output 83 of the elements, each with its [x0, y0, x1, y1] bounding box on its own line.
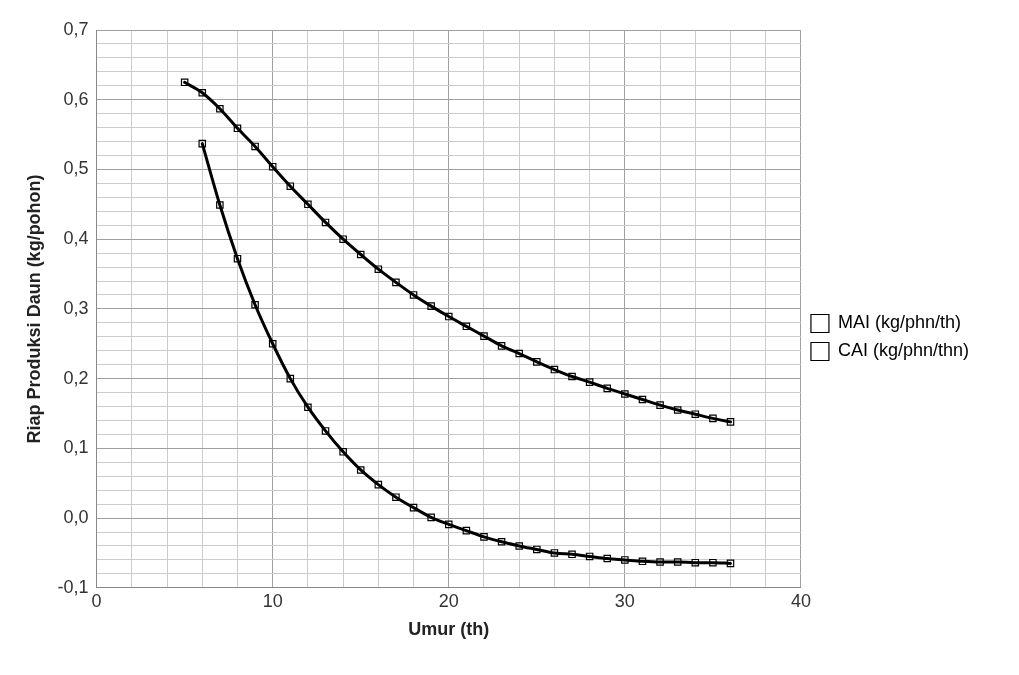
point	[673, 406, 682, 414]
point	[233, 124, 242, 133]
point	[374, 265, 383, 273]
point	[392, 493, 400, 501]
point	[198, 139, 207, 148]
point	[497, 342, 506, 350]
point	[356, 466, 365, 474]
point	[198, 88, 207, 97]
point	[621, 556, 629, 564]
legend-label: CAI (kg/phn/thn)	[837, 340, 969, 361]
point	[497, 538, 506, 546]
point	[268, 339, 277, 348]
point	[533, 545, 541, 554]
point	[445, 520, 453, 529]
legend-label: MAI (kg/phn/th)	[837, 312, 961, 333]
point	[321, 218, 330, 227]
line-series	[180, 78, 735, 426]
point	[216, 105, 224, 113]
point	[356, 250, 365, 259]
point	[409, 291, 418, 299]
y-tick-label: 0,6	[63, 88, 89, 109]
point	[726, 418, 735, 426]
point	[603, 554, 612, 563]
point	[251, 142, 259, 151]
y-tick-label: -0,1	[57, 576, 89, 597]
y-tick-label: 0,7	[63, 18, 89, 39]
point	[321, 427, 330, 435]
point	[691, 410, 700, 418]
point	[286, 374, 295, 383]
point	[568, 550, 576, 559]
y-tick-label: 0,1	[63, 437, 89, 458]
point	[673, 558, 682, 566]
point	[374, 480, 383, 489]
point	[533, 358, 541, 366]
point	[427, 302, 435, 310]
point	[515, 542, 523, 550]
point	[568, 372, 576, 381]
point	[638, 395, 647, 404]
point	[304, 403, 312, 411]
point	[656, 401, 664, 409]
point	[427, 513, 435, 522]
y-tick-label: 0,4	[63, 228, 89, 249]
point	[603, 384, 612, 393]
x-tick-label: 20	[438, 590, 459, 611]
point	[216, 201, 224, 209]
point	[180, 78, 189, 87]
point	[304, 200, 312, 209]
point	[409, 503, 418, 512]
point	[550, 365, 559, 374]
point	[339, 448, 347, 456]
x-axis-title: Umur (th)	[408, 619, 490, 640]
y-axis-title: Riap Produksi Daun (kg/pohon)	[23, 174, 44, 444]
y-tick-label: 0,5	[63, 158, 89, 179]
y-tick-label: 0,2	[63, 367, 89, 388]
point	[621, 390, 629, 398]
line-series	[198, 139, 735, 568]
point	[550, 549, 559, 557]
point	[392, 278, 400, 287]
x-tick-label: 10	[262, 590, 283, 611]
point	[726, 559, 735, 568]
point	[709, 414, 717, 423]
y-tick-label: 0,3	[63, 297, 89, 318]
point	[268, 162, 277, 171]
y-tick-label: 0,0	[63, 507, 89, 528]
point	[462, 526, 471, 535]
point	[585, 552, 594, 561]
point	[480, 533, 488, 541]
point	[233, 254, 242, 263]
point	[691, 558, 700, 567]
point	[445, 312, 453, 321]
x-tick-label: 30	[614, 590, 635, 611]
point	[286, 182, 295, 190]
point	[638, 557, 647, 566]
point	[656, 558, 664, 566]
point	[462, 322, 471, 331]
x-tick-label: 40	[790, 590, 811, 611]
point	[585, 378, 594, 386]
point	[515, 349, 523, 358]
point	[480, 332, 488, 340]
x-tick-label: 0	[91, 590, 102, 611]
point	[339, 235, 347, 243]
point	[709, 558, 717, 567]
point	[251, 300, 259, 309]
